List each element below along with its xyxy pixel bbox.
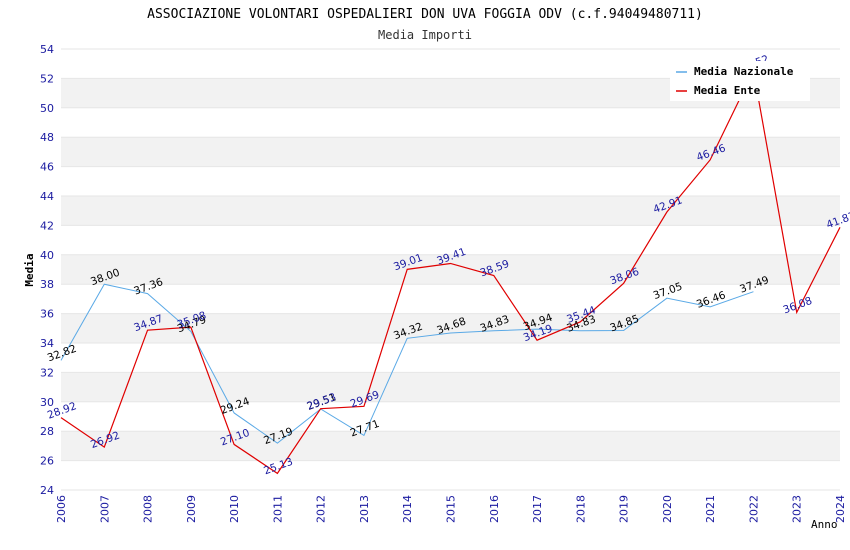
x-tick-label: 2007 (98, 495, 111, 523)
x-tick-label: 2013 (358, 495, 371, 523)
x-axis-ticks: 2006 2007 2008 2009 2010 2011 2012 2013 2014 2015… (55, 495, 847, 523)
grid-band (61, 431, 840, 461)
y-axis-label: Media (23, 253, 36, 286)
legend: Media Nazionale Media Ente (670, 61, 810, 101)
x-tick-label: 2024 (834, 495, 847, 523)
grid-band (61, 254, 840, 285)
legend-label-media-ente: Media Ente (694, 84, 761, 97)
y-tick-label: 30 (40, 396, 54, 409)
x-tick-label: 2022 (747, 495, 760, 523)
y-tick-label: 32 (40, 366, 54, 379)
x-tick-label: 2015 (445, 495, 458, 523)
grid-band (61, 343, 840, 373)
x-tick-label: 2021 (704, 495, 717, 523)
series-line-media-nazionale (60, 283, 754, 444)
legend-background (670, 61, 810, 101)
y-tick-label: 54 (40, 43, 54, 56)
y-tick-label: 52 (40, 72, 54, 85)
grid-band (61, 196, 840, 226)
y-axis-ticks: 24 26 28 30 32 34 36 38 40 42 44 46 48 50 52 54 (40, 43, 54, 497)
y-tick-label: 24 (40, 484, 54, 497)
y-tick-label: 48 (40, 131, 54, 144)
y-tick-label: 42 (40, 219, 54, 232)
grid-band (61, 107, 840, 138)
grid-band (61, 372, 840, 402)
y-tick-label: 28 (40, 425, 54, 438)
grid-band (61, 401, 840, 432)
x-tick-label: 2012 (315, 495, 328, 523)
y-tick-label: 46 (40, 161, 54, 174)
x-tick-label: 2016 (488, 495, 501, 523)
grid-band (61, 166, 840, 196)
grid-band (61, 284, 840, 314)
y-tick-label: 26 (40, 455, 54, 468)
legend-label-media-nazionale: Media Nazionale (694, 65, 794, 78)
x-tick-label: 2019 (618, 495, 631, 523)
x-tick-label: 2017 (531, 495, 544, 523)
grid-band (61, 460, 840, 490)
x-tick-label: 2006 (55, 495, 68, 523)
x-tick-label: 2018 (574, 495, 587, 523)
grid-band (61, 225, 840, 255)
x-axis-label: Anno (811, 518, 838, 531)
y-tick-label: 36 (40, 308, 54, 321)
x-tick-label: 2020 (661, 495, 674, 523)
y-tick-label: 44 (40, 190, 54, 203)
grid-band (61, 137, 840, 167)
y-tick-label: 38 (40, 278, 54, 291)
series-line-media-ente (60, 68, 841, 475)
x-tick-label: 2010 (228, 495, 241, 523)
x-tick-label: 2011 (271, 495, 284, 523)
x-tick-label: 2009 (185, 495, 198, 523)
x-tick-label: 2008 (142, 495, 155, 523)
x-tick-label: 2023 (791, 495, 804, 523)
chart-title: ASSOCIAZIONE VOLONTARI OSPEDALIERI DON U… (147, 7, 703, 22)
y-tick-label: 34 (40, 337, 54, 350)
y-tick-label: 40 (40, 249, 54, 262)
y-tick-label: 50 (40, 102, 54, 115)
series-lines (60, 68, 841, 475)
grid-bands (61, 48, 840, 491)
x-tick-label: 2014 (401, 495, 414, 523)
chart-subtitle: Media Importi (378, 28, 472, 42)
